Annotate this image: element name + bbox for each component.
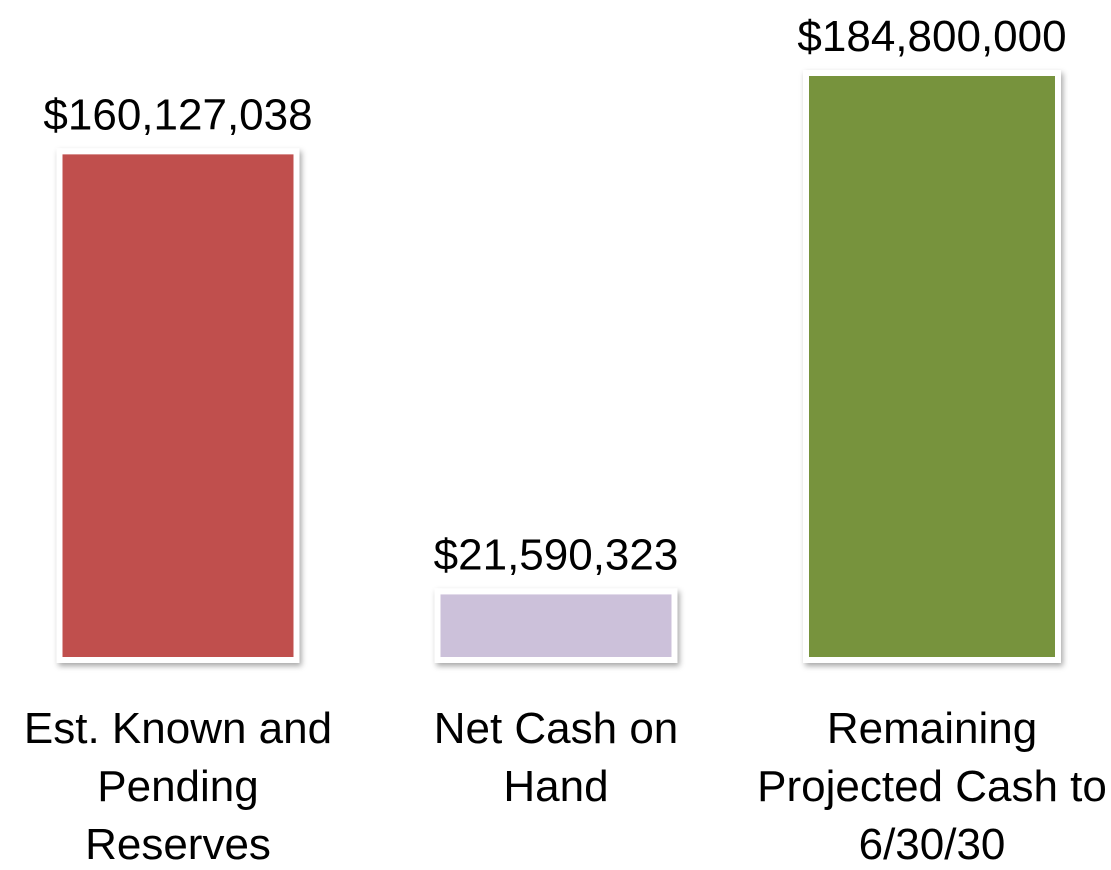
bar <box>56 148 300 663</box>
category-label: Est. Known and Pending Reserves <box>23 704 333 869</box>
category-label: Net Cash on Hand <box>433 704 679 811</box>
bar <box>434 588 678 663</box>
value-label: $184,800,000 <box>797 12 1066 61</box>
bar <box>803 70 1061 663</box>
value-label: $21,590,323 <box>434 530 679 579</box>
category-label: Remaining Projected Cash to 6/30/30 <box>757 704 1107 869</box>
value-label: $160,127,038 <box>43 90 312 139</box>
